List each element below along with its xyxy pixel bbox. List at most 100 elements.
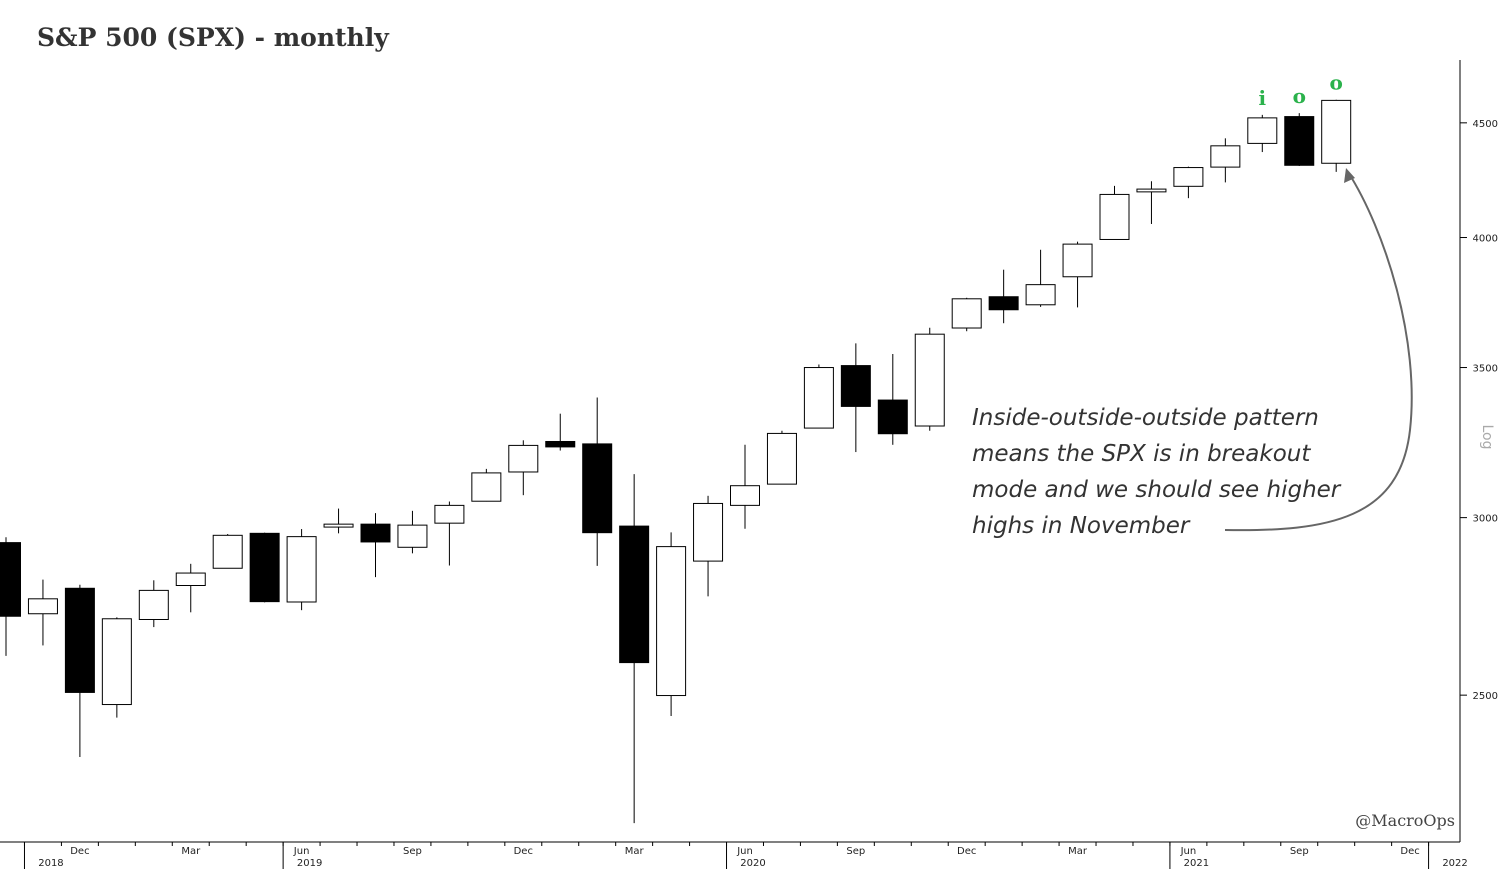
candle-body-up <box>323 523 354 528</box>
x-month-label: Mar <box>625 846 645 857</box>
candle-body-up <box>434 504 465 524</box>
candle-body-up <box>1247 117 1278 144</box>
candle <box>988 269 1019 324</box>
axes: 2500 3000 3500 4000 4500 Dec Mar Jun Sep Dec Mar J… <box>0 60 1498 869</box>
x-ticks: Dec Mar Jun Sep Dec Mar Jun Sep Dec Mar Jun Sep Dec 2… <box>23 842 1468 869</box>
candle-body-down <box>840 365 871 407</box>
credit-text: @MacroOps <box>1355 811 1455 830</box>
candle-body-up <box>175 572 206 586</box>
pattern-marker: i <box>1258 86 1266 110</box>
y-tick-label: 2500 <box>1473 691 1498 702</box>
x-month-label: Dec <box>1400 846 1419 857</box>
candle-body-up <box>1062 243 1093 278</box>
candle-body-up <box>508 444 539 473</box>
x-month-label: Dec <box>70 846 89 857</box>
candle-body-up <box>471 472 502 502</box>
candle-body-up <box>1173 167 1204 187</box>
candle-body-down <box>1284 116 1315 166</box>
candle <box>360 513 391 578</box>
candle-body-up <box>766 432 797 485</box>
candle <box>1099 185 1130 240</box>
candle-body-up <box>1136 188 1167 193</box>
candle-body-up <box>1321 99 1352 164</box>
candle-body-down <box>877 399 908 435</box>
x-month-label: Dec <box>514 846 533 857</box>
candle-body-up <box>1099 193 1130 240</box>
candle-body-up <box>397 524 428 548</box>
x-month-label: Sep <box>1290 846 1309 857</box>
y-tick-label: 4500 <box>1473 119 1498 130</box>
candle <box>693 495 724 597</box>
candle <box>323 508 354 534</box>
candle-body-down <box>360 523 391 543</box>
candle <box>951 297 982 332</box>
candle-body-up <box>730 485 760 506</box>
candle <box>434 501 465 566</box>
candles <box>0 99 1352 824</box>
candle-body-up <box>101 618 132 706</box>
x-month-label: Jun <box>293 846 310 857</box>
annotation-line-1: Inside-outside-outside pattern <box>972 405 1319 431</box>
x-month-label: Sep <box>846 846 865 857</box>
y-tick-label: 3500 <box>1473 364 1498 375</box>
candle <box>619 474 650 824</box>
candle <box>730 444 760 529</box>
candle <box>508 440 539 496</box>
y-ticks: 2500 3000 3500 4000 4500 <box>1460 119 1498 702</box>
candle <box>1062 241 1093 308</box>
candle <box>1173 166 1204 199</box>
x-month-label: Mar <box>181 846 201 857</box>
x-year-label: 2018 <box>38 858 63 869</box>
annotation-line-3: mode and we should see higher <box>972 477 1342 503</box>
candle <box>1025 249 1056 307</box>
pattern-marker: o <box>1330 71 1343 95</box>
candle-body-up <box>212 534 243 569</box>
candle-body-down <box>64 587 95 693</box>
candle <box>27 579 58 646</box>
candle <box>840 343 871 453</box>
annotation-arrow <box>1224 171 1413 532</box>
x-year-label: 2022 <box>1442 858 1467 869</box>
candle <box>0 537 21 656</box>
x-year-label: 2020 <box>740 858 765 869</box>
candle <box>914 327 945 431</box>
candle-body-up <box>803 367 834 429</box>
x-month-label: Jun <box>1180 846 1197 857</box>
candle <box>545 413 576 451</box>
candle <box>138 580 169 628</box>
candle <box>656 532 687 717</box>
candle-body-down <box>545 440 576 448</box>
candle-body-down <box>582 443 613 534</box>
x-month-label: Jun <box>736 846 753 857</box>
candle <box>1321 99 1352 172</box>
y-tick-label: 3000 <box>1473 514 1498 525</box>
candle <box>397 510 428 554</box>
candle <box>471 468 502 502</box>
candle <box>1247 114 1278 153</box>
pattern-marker: o <box>1293 84 1306 108</box>
candle <box>101 617 132 718</box>
candle <box>1284 113 1315 166</box>
candle-body-down <box>988 296 1019 311</box>
candle-body-up <box>138 589 169 620</box>
candle <box>877 353 908 445</box>
candle-body-down <box>249 532 280 603</box>
x-year-label: 2019 <box>297 858 322 869</box>
annotation-line-4: highs in November <box>972 513 1191 539</box>
candle <box>1210 138 1241 183</box>
x-year-label: 2021 <box>1184 858 1209 869</box>
candle <box>803 364 834 429</box>
candle <box>582 397 613 566</box>
x-month-label: Mar <box>1068 846 1088 857</box>
candle-body-up <box>286 536 317 603</box>
candle <box>286 529 317 611</box>
x-month-label: Dec <box>957 846 976 857</box>
annotation-line-2: means the SPX is in breakout <box>972 441 1311 467</box>
candle-body-up <box>693 502 724 562</box>
pattern-markers: i oo <box>1258 71 1342 110</box>
candle <box>249 532 280 603</box>
candle-body-up <box>27 598 58 615</box>
candle <box>766 430 797 485</box>
candle-body-up <box>1025 284 1056 306</box>
candle-body-down <box>619 525 650 664</box>
